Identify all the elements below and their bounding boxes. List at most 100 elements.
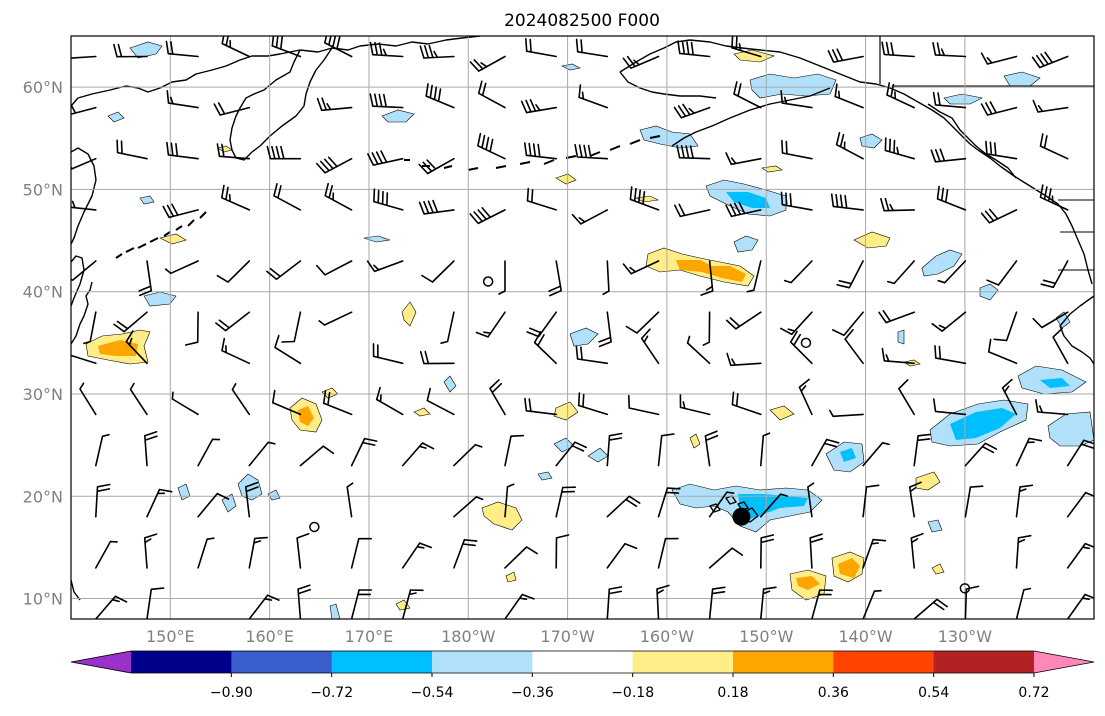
coastline-alaska [619, 39, 979, 151]
wind-barb [686, 335, 711, 365]
latitude-label: 10°N [23, 590, 63, 609]
wind-barb [418, 199, 455, 215]
wind-barb [760, 493, 788, 518]
wind-barb [113, 311, 148, 333]
wind-barb [1039, 184, 1069, 211]
wind-barb [832, 311, 864, 337]
wind-barb [316, 97, 353, 112]
wind-barb [746, 260, 762, 293]
wind-barb [71, 354, 97, 365]
wind-barb [571, 209, 609, 225]
latitude-label: 50°N [23, 180, 63, 199]
anomaly-patch [769, 405, 795, 421]
wind-barb [419, 350, 455, 365]
wind-barb [780, 90, 813, 109]
wind-barb [555, 534, 570, 569]
wind-barb [862, 538, 887, 569]
anomaly-patch [569, 327, 599, 347]
wind-barb [725, 201, 762, 218]
colorbar-segment [231, 651, 333, 673]
storm-center-marker [732, 507, 751, 526]
wind-barb [827, 48, 864, 63]
anomaly-patch [107, 111, 125, 123]
coastline-okhotsk [71, 147, 97, 245]
wind-barb [725, 311, 762, 330]
calm-wind-marker [482, 276, 494, 287]
wind-barb [704, 430, 719, 467]
wind-barb [578, 84, 609, 109]
wind-barb [783, 260, 813, 284]
wind-barb [880, 197, 915, 212]
wind-barb [606, 542, 638, 569]
wind-barb [116, 139, 148, 160]
kuril-islands [115, 211, 207, 259]
wind-barb [629, 186, 660, 211]
wind-barb [606, 586, 623, 619]
wind-barb [809, 533, 824, 569]
wind-barb [533, 331, 557, 365]
wind-barb [1066, 542, 1094, 569]
wind-barb [575, 345, 609, 365]
wind-barb [674, 203, 711, 218]
coastline-west-coast [1059, 295, 1094, 365]
wind-barb [986, 260, 1018, 286]
wind-barb [113, 43, 148, 58]
longitude-labels: 150°E 160°E 170°E 180°W 170°W 160°W 150°W 140°W… [146, 627, 992, 646]
wind-barb [526, 311, 557, 338]
wind-barb [881, 41, 915, 58]
wind-barb [862, 589, 882, 619]
wind-barb [171, 391, 199, 416]
wind-barb [640, 328, 660, 365]
wind-barb [1031, 51, 1069, 69]
colorbar-extend-high [1034, 651, 1094, 673]
wind-barb [781, 139, 813, 160]
wind-barb [602, 260, 610, 296]
colorbar-segment [131, 651, 232, 673]
hawaii-islands [709, 495, 759, 523]
colorbar-outline [70, 650, 1095, 674]
wind-barb [221, 184, 251, 211]
longitude-label: 170°W [540, 627, 595, 646]
wind-barb [898, 379, 915, 416]
wind-barb [245, 481, 259, 518]
anomaly-patch [298, 406, 314, 426]
wind-barb [266, 145, 302, 160]
wind-barb [324, 36, 353, 58]
colorbar-segment [833, 651, 935, 673]
wind-barb [95, 433, 110, 467]
wind-barb [477, 80, 506, 109]
wind-barb [622, 55, 660, 69]
wind-barb [548, 260, 562, 297]
wind-barb [789, 330, 813, 365]
wind-barb [934, 345, 967, 365]
anomaly-patch [726, 192, 770, 208]
wind-barb [71, 55, 97, 59]
anomaly-patch [1055, 311, 1071, 329]
map-border [70, 35, 1095, 620]
wind-barb [350, 589, 373, 619]
wind-barb [708, 491, 735, 518]
calm-wind-marker [309, 521, 320, 533]
wind-barb [419, 44, 455, 59]
anomaly-patch [329, 603, 341, 619]
wind-barb [555, 441, 587, 467]
wind-barb [216, 143, 251, 160]
anomaly-patch [443, 375, 457, 393]
wind-barb [273, 183, 302, 211]
wind-barb [881, 347, 915, 365]
wind-barb [166, 141, 199, 160]
wind-barb [498, 260, 506, 295]
wind-barb [910, 533, 924, 569]
wind-barb [700, 260, 714, 296]
wind-barb [1052, 327, 1069, 365]
wind-barb [367, 150, 404, 166]
wind-barb [1066, 593, 1094, 619]
colorbar-segment [432, 651, 533, 673]
longitude-label: 130°W [938, 627, 993, 646]
colorbar-tick-label: −0.54 [411, 685, 454, 701]
wind-barb [673, 103, 711, 119]
wind-barb [656, 584, 670, 619]
wind-barb [878, 310, 915, 324]
wind-barb [1032, 311, 1069, 329]
